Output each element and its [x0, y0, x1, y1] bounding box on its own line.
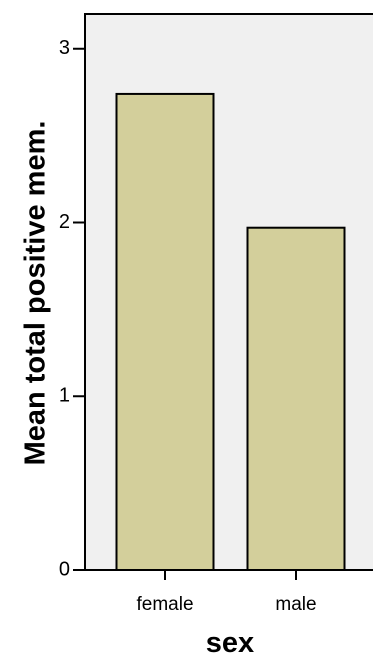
y-axis-title: Mean total positive mem.	[20, 121, 52, 466]
x-tick-label-female: female	[136, 594, 193, 615]
y-tick-label: 2	[59, 211, 70, 233]
y-tick-label: 1	[59, 385, 70, 407]
x-tick-label-male: male	[275, 594, 316, 615]
x-axis-title: sex	[206, 627, 254, 659]
y-tick-label: 3	[59, 37, 70, 59]
y-tick-label: 0	[59, 558, 70, 580]
bar-female	[115, 92, 215, 572]
bar-male	[246, 226, 346, 571]
